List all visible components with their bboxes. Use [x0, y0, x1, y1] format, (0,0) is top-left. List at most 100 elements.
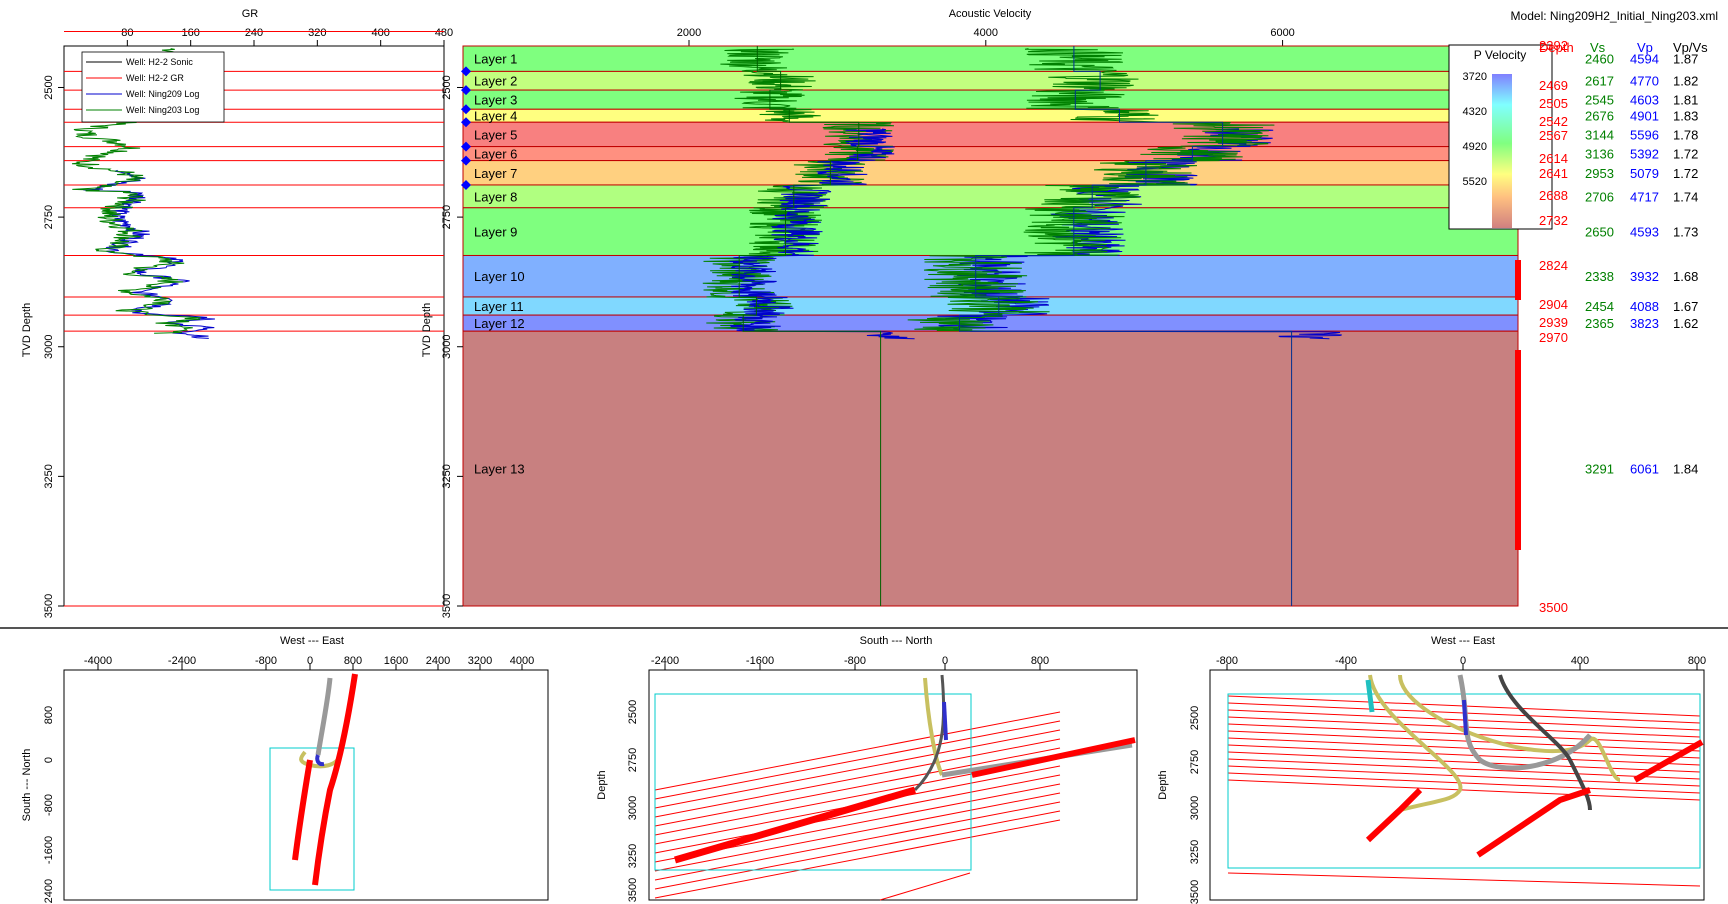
- gr-y-tick-label: 3500: [43, 594, 55, 618]
- layer-band: [462, 89, 1519, 110]
- layer-label: Layer 13: [474, 462, 525, 477]
- map1-title: West --- East: [280, 635, 344, 647]
- map-y-tick-label: 3000: [1189, 796, 1201, 820]
- layer-ratio: 1.81: [1673, 93, 1698, 108]
- map3-y-label: Depth: [1157, 770, 1169, 799]
- layer-label: Layer 1: [474, 52, 517, 67]
- map2-well-red-b: [971, 737, 1136, 778]
- layer-vp: 4603: [1630, 93, 1659, 108]
- layer-marker-diamond: [461, 104, 471, 115]
- layer-label: Layer 5: [474, 127, 517, 142]
- section-layer-line: [1227, 872, 1701, 887]
- layer-vp: 4901: [1630, 109, 1659, 124]
- depth-header: Depth: [1539, 40, 1574, 55]
- layer-label: Layer 7: [474, 166, 517, 181]
- map-x-tick-label: -800: [255, 655, 277, 667]
- layer-top-depth: 2469: [1539, 78, 1568, 93]
- layer-marker-diamond: [461, 66, 471, 77]
- map-y-tick-label: 2750: [627, 748, 639, 772]
- layer-top-depth: 2939: [1539, 315, 1568, 330]
- layer-ratio: 1.83: [1673, 109, 1698, 124]
- colorbar-gradient: [1492, 74, 1512, 228]
- layer-band: [462, 330, 1519, 607]
- layer-top-depth: 2904: [1539, 297, 1568, 312]
- section-layer-line: [654, 738, 1061, 818]
- layer-table: Depth Vs Vp Vp/Vs 2392 2460 4594 1.87 2469 26…: [1515, 38, 1708, 615]
- map-y-tick-label: 2500: [627, 700, 639, 724]
- section-layer-line: [654, 747, 1061, 827]
- map2-y-label: Depth: [596, 770, 608, 799]
- layer-vs: 2365: [1585, 316, 1614, 331]
- velocity-y-tick-label: 3250: [441, 464, 453, 488]
- layer-vs: 3136: [1585, 147, 1614, 162]
- layer-vp: 3823: [1630, 316, 1659, 331]
- layer-top-depth: 2732: [1539, 213, 1568, 228]
- layer-label: Layer 12: [474, 316, 525, 331]
- gr-y-tick-label: 2500: [43, 75, 55, 99]
- legend-label: Well: Ning209 Log: [126, 89, 199, 99]
- layer-ratio: 1.87: [1673, 52, 1698, 67]
- layer-vp: 6061: [1630, 462, 1659, 477]
- map-y-tick-label: 3250: [627, 844, 639, 868]
- gr-x-tick-label: 400: [371, 27, 389, 39]
- layer-label: Layer 11: [474, 299, 524, 314]
- section-layer-line: [654, 774, 1061, 854]
- map-x-tick-label: 0: [307, 655, 313, 667]
- section-layer-line: [654, 810, 1061, 890]
- velocity-x-tick-label: 4000: [974, 27, 998, 39]
- map-x-tick-label: -800: [1216, 655, 1238, 667]
- map-y-tick-label: -1600: [43, 836, 55, 864]
- map-x-tick-label: -1600: [746, 655, 774, 667]
- layer-ratio: 1.78: [1673, 127, 1698, 142]
- map2-model-box: [654, 693, 972, 871]
- colorbar-tick-label: 5520: [1463, 176, 1487, 188]
- map-x-tick-label: 4000: [510, 655, 534, 667]
- depth-bar-upper: [1515, 260, 1521, 300]
- layer-vs: 2460: [1585, 52, 1614, 67]
- layer-vs: 2676: [1585, 109, 1614, 124]
- gr-y-tick-label: 3250: [43, 464, 55, 488]
- gr-legend: Well: H2-2 Sonic Well: H2-2 GR Well: Ning2…: [81, 51, 225, 123]
- map1-well-red-a: [312, 673, 358, 886]
- map1-well-red-b: [292, 759, 313, 861]
- map-y-tick-label: 800: [43, 706, 55, 724]
- map3-well-yellow-a: [1368, 674, 1463, 812]
- map-x-tick-label: 400: [1571, 655, 1589, 667]
- p-velocity-colorbar: P Velocity 3720 4320 4920 5520: [1448, 44, 1553, 230]
- map3-well-red-b: [1476, 787, 1591, 858]
- map2-well-blue: [942, 701, 948, 741]
- vp-ning209-curve: [937, 128, 1342, 340]
- gr-x-tick-label: 320: [308, 27, 326, 39]
- layer-vs: 2706: [1585, 189, 1614, 204]
- map-x-tick-label: -2400: [651, 655, 679, 667]
- layer-vs: 2953: [1585, 166, 1614, 181]
- section-layer-line: [654, 819, 1061, 899]
- velocity-y-tick-label: 2750: [441, 205, 453, 229]
- colorbar-title: P Velocity: [1474, 48, 1526, 62]
- section-layer-line: [654, 720, 1061, 800]
- vs-header: Vs: [1590, 40, 1606, 55]
- layer-ratio: 1.62: [1673, 316, 1698, 331]
- layer-ratio: 1.74: [1673, 189, 1698, 204]
- map-x-tick-label: 800: [344, 655, 362, 667]
- map-x-tick-label: 800: [1688, 655, 1706, 667]
- velocity-x-ticks: 2000 4000 6000: [677, 27, 1295, 46]
- map-y-tick-label: 3000: [627, 796, 639, 820]
- layer-ratio: 1.72: [1673, 166, 1698, 181]
- section-layer-line: [1227, 744, 1701, 766]
- layer-vp: 3932: [1630, 269, 1659, 284]
- layer-label: Layer 6: [474, 147, 517, 162]
- gr-x-ticks: 80 160 240 320 400 480: [121, 27, 453, 46]
- layer-top-depth: 2392: [1539, 38, 1568, 53]
- gr-plot-area: [63, 45, 445, 607]
- gr-x-tick-label: 160: [181, 27, 199, 39]
- vp-ning203-curve: [907, 48, 1275, 332]
- map-x-tick-label: 1600: [384, 655, 408, 667]
- map-y-tick-label: -800: [43, 794, 55, 816]
- vp-model-step: [959, 46, 1293, 606]
- layer-vs: 2650: [1585, 225, 1614, 240]
- velocity-panel: Acoustic Velocity 2000 4000 6000 2500 2750 3…: [421, 8, 1553, 618]
- colorbar-tick-label: 4920: [1463, 141, 1487, 153]
- velocity-y-tick-label: 2500: [441, 75, 453, 99]
- layer-marker-diamond: [461, 155, 471, 166]
